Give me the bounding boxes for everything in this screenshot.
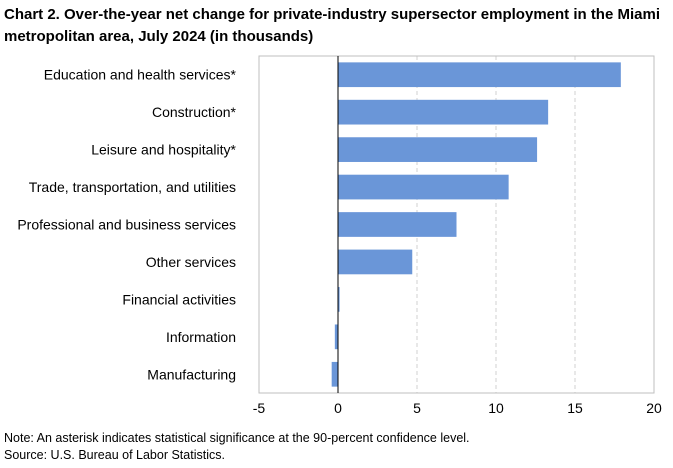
bar bbox=[331, 361, 338, 387]
category-labels: Education and health services* Constructi… bbox=[17, 67, 236, 383]
category-label: Leisure and hospitality* bbox=[91, 142, 236, 158]
category-label: Professional and business services bbox=[17, 217, 236, 233]
category-label: Education and health services* bbox=[44, 67, 237, 83]
bar bbox=[338, 287, 340, 312]
x-tick-labels: -5 0 5 10 15 20 bbox=[253, 400, 662, 416]
chart-title: Chart 2. Over-the-year net change for pr… bbox=[4, 6, 660, 45]
bar bbox=[338, 62, 621, 88]
category-label: Manufacturing bbox=[147, 366, 236, 382]
category-label: Other services bbox=[146, 254, 236, 270]
x-tick-label: 20 bbox=[646, 400, 662, 416]
x-tick-label: 0 bbox=[334, 400, 342, 416]
note-text: Note: An asterisk indicates statistical … bbox=[4, 431, 470, 445]
plot-frame bbox=[258, 55, 655, 394]
bar bbox=[334, 324, 338, 350]
x-tick-label: 15 bbox=[567, 400, 583, 416]
x-tick-label: 5 bbox=[413, 400, 421, 416]
category-label: Trade, transportation, and utilities bbox=[29, 179, 236, 195]
bar bbox=[338, 249, 413, 275]
bars bbox=[331, 62, 621, 387]
category-label: Construction* bbox=[152, 104, 237, 120]
source-text: Source: U.S. Bureau of Labor Statistics. bbox=[4, 448, 225, 462]
category-label: Information bbox=[166, 329, 236, 345]
category-label: Financial activities bbox=[122, 291, 236, 307]
x-tick-label: 10 bbox=[488, 400, 504, 416]
x-tick-label: -5 bbox=[253, 400, 266, 416]
bar bbox=[338, 212, 457, 237]
bar bbox=[338, 99, 549, 125]
bar bbox=[338, 174, 509, 200]
bar bbox=[338, 137, 538, 162]
